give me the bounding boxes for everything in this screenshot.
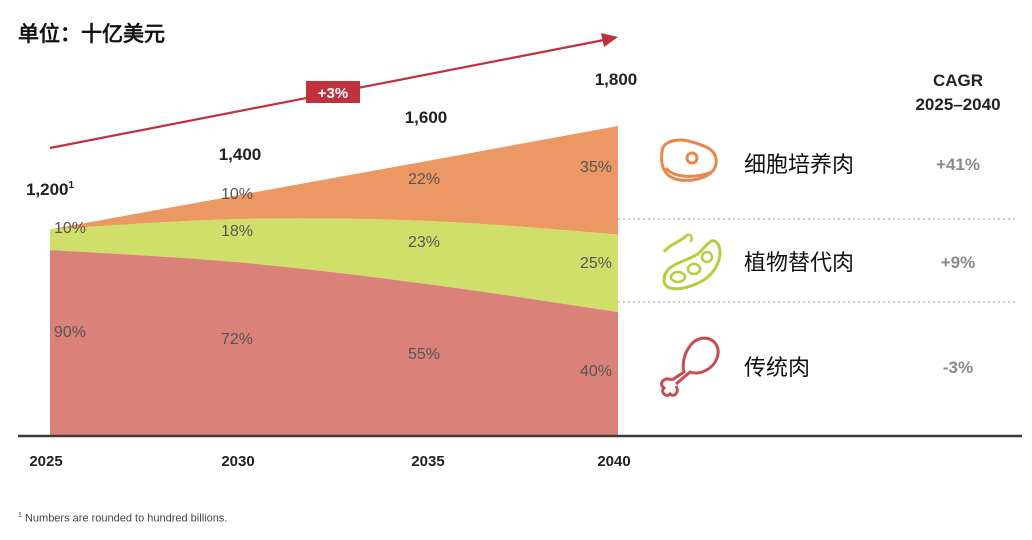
cagr-plant: +9% xyxy=(941,253,976,272)
label-plant-2040: 25% xyxy=(580,255,612,272)
area-plant-based-meat xyxy=(50,218,618,312)
label-cultivated-2035: 22% xyxy=(408,171,440,188)
footnote-mark: 1 xyxy=(18,512,22,519)
x-tick-label-2040: 2040 xyxy=(597,453,630,470)
footnote: 1 Numbers are rounded to hundred billion… xyxy=(18,512,227,525)
x-tick-label-2025: 2025 xyxy=(29,453,62,470)
growth-badge-label: +3% xyxy=(318,85,348,102)
growth-badge xyxy=(306,81,360,103)
label-cultivated-2040: 35% xyxy=(580,159,612,176)
x-tick-label-2035: 2035 xyxy=(411,453,444,470)
steak-icon xyxy=(660,138,718,182)
cagr-header: CAGR xyxy=(933,71,983,90)
legend-traditional-name: 传统肉 xyxy=(744,356,810,381)
label-traditional-2025: 90% xyxy=(54,324,86,341)
total-label-2040: 1,800 xyxy=(595,70,638,89)
label-traditional-2035: 55% xyxy=(408,346,440,363)
unit-title: 单位：十亿美元 xyxy=(18,22,165,46)
label-plant-2035: 23% xyxy=(408,234,440,251)
cagr-cultivated: +41% xyxy=(936,155,980,174)
label-traditional-2030: 72% xyxy=(221,331,253,348)
area-traditional-meat xyxy=(50,250,618,436)
legend-plant-name: 植物替代肉 xyxy=(744,251,854,276)
growth-arrow-head xyxy=(601,33,618,47)
legend-cultivated-name: 细胞培养肉 xyxy=(744,153,854,178)
total-label-2025: 1,2001 xyxy=(26,180,75,199)
area-cultivated-meat xyxy=(50,126,618,235)
label-plant-2025: 10% xyxy=(54,220,86,237)
drumstick-icon xyxy=(660,336,720,397)
footnote-text: Numbers are rounded to hundred billions. xyxy=(24,512,228,525)
total-label-2030: 1,400 xyxy=(219,145,262,164)
soybean-pod-icon xyxy=(662,233,722,291)
label-traditional-2040: 40% xyxy=(580,363,612,380)
total-label-2035: 1,600 xyxy=(405,108,448,127)
cagr-period: 2025–2040 xyxy=(915,95,1000,114)
cagr-traditional: -3% xyxy=(943,358,973,377)
label-cultivated-2030: 10% xyxy=(221,186,253,203)
label-plant-2030: 18% xyxy=(221,223,253,240)
x-tick-label-2030: 2030 xyxy=(221,453,254,470)
